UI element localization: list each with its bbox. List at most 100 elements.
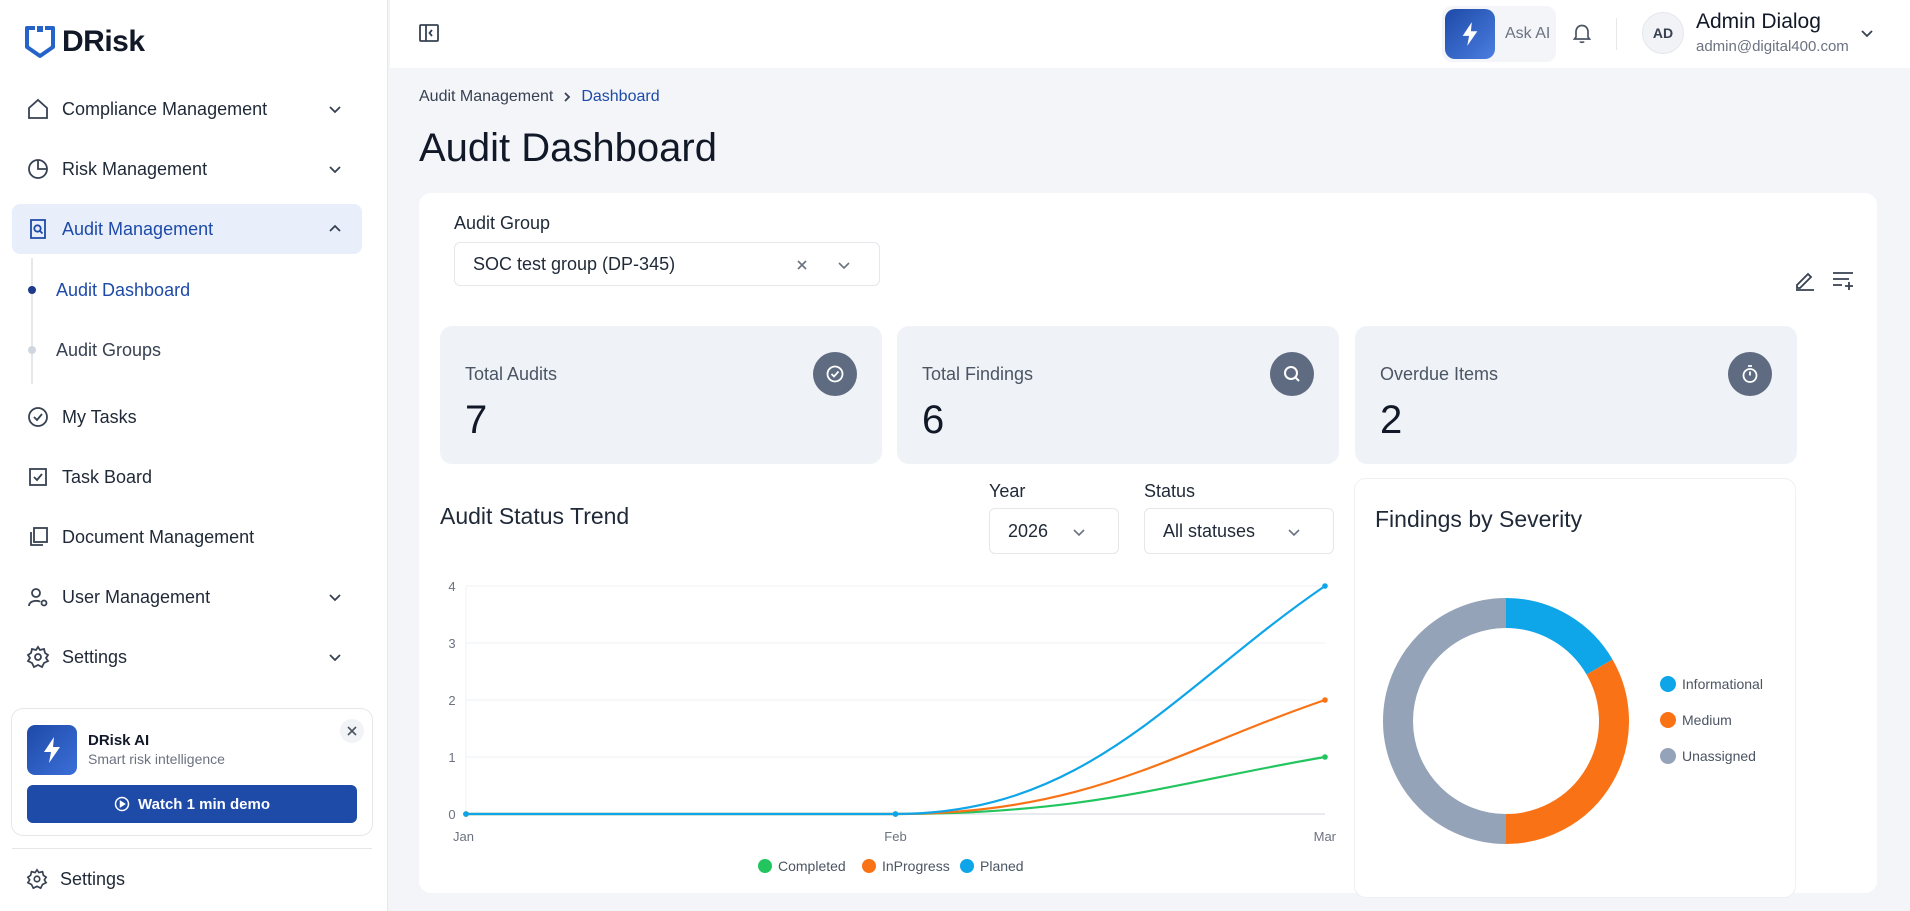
data-point [1322, 697, 1328, 703]
sidebar-item-audit-management[interactable]: Audit Management [12, 204, 362, 254]
gear-icon [26, 868, 48, 890]
y-tick-label: 2 [448, 693, 455, 708]
sidebar-item-settings[interactable]: Settings [12, 632, 362, 682]
legend-dot [1660, 676, 1676, 692]
breadcrumb: Audit Management Dashboard [419, 88, 660, 106]
stopwatch-icon [1728, 352, 1772, 396]
bottom-settings-label: Settings [60, 868, 126, 889]
page-title: Audit Dashboard [419, 126, 717, 170]
legend-item-medium[interactable]: Medium [1660, 712, 1732, 728]
chevron-down-icon [1288, 529, 1300, 537]
audit-subnav: Audit Dashboard Audit Groups [12, 258, 362, 384]
sidebar-item-risk-management[interactable]: Risk Management [12, 144, 362, 194]
audit-group-value: SOC test group (DP-345) [473, 253, 676, 274]
chevron-down-icon [329, 654, 341, 662]
inactive-dot [28, 346, 36, 354]
stat-label: Total Findings [922, 364, 1034, 384]
breadcrumb-parent-link[interactable]: Audit Management [419, 88, 554, 105]
user-name[interactable]: Admin Dialog [1696, 10, 1821, 33]
data-point [892, 811, 899, 817]
sidebar-item-label: Audit Management [62, 218, 214, 239]
legend-item-planed[interactable]: Planed [960, 858, 1024, 874]
pie-chart-icon [26, 157, 50, 181]
slice-informational[interactable] [1505, 598, 1613, 675]
slice-unassigned[interactable] [1383, 598, 1507, 844]
chevron-down-icon[interactable] [1858, 24, 1876, 42]
y-tick-label: 4 [448, 579, 455, 594]
sidebar-bottom-settings[interactable]: Settings [26, 868, 125, 890]
sidebar-item-label: Risk Management [62, 158, 208, 179]
year-select[interactable]: 2026 [989, 508, 1119, 554]
sidebar-nav: Compliance Management Risk Management Au… [12, 84, 362, 692]
checkbox-icon [26, 465, 50, 489]
sidebar-item-document-management[interactable]: Document Management [12, 512, 362, 562]
chevron-down-icon [329, 594, 341, 602]
sidebar-item-label: User Management [62, 586, 211, 607]
audit-group-label: Audit Group [454, 213, 551, 233]
app-logo[interactable]: DRisk [24, 24, 145, 60]
sidebar-item-my-tasks[interactable]: My Tasks [12, 392, 362, 442]
sidebar-collapse-icon[interactable] [418, 22, 440, 44]
findings-by-severity-card: Findings by Severity [1354, 478, 1796, 898]
watch-demo-button[interactable]: Watch 1 min demo [27, 785, 357, 823]
y-tick-label: 0 [448, 807, 455, 822]
filter-add-icon[interactable] [1831, 268, 1855, 292]
legend-item-completed[interactable]: Completed [758, 858, 846, 874]
severity-chart-title: Findings by Severity [1375, 506, 1583, 532]
year-filter-label: Year [989, 481, 1026, 501]
ask-ai-label: Ask AI [1505, 25, 1551, 42]
legend-label: Planed [980, 858, 1024, 874]
stat-label: Total Audits [465, 364, 558, 384]
edit-icon[interactable] [1793, 268, 1817, 292]
legend-label: Completed [778, 858, 846, 874]
legend-dot [1660, 748, 1676, 764]
status-select[interactable]: All statuses [1144, 508, 1334, 554]
audit-search-icon [26, 217, 50, 241]
legend-label: Unassigned [1682, 748, 1756, 764]
sidebar-item-audit-groups[interactable]: Audit Groups [26, 330, 161, 370]
check-circle-icon [26, 405, 50, 429]
chevron-down-icon [329, 106, 341, 114]
ai-card-title: DRisk AI [88, 732, 150, 749]
y-tick-label: 1 [448, 750, 455, 765]
sidebar-item-label: Document Management [62, 526, 255, 547]
legend-item-inprogress[interactable]: InProgress [862, 858, 950, 874]
series-line-completed [466, 755, 1326, 816]
stat-value: 2 [1380, 398, 1403, 442]
bell-icon[interactable] [1570, 21, 1594, 45]
sidebar-subitem-label: Audit Dashboard [56, 279, 191, 300]
y-tick-label: 3 [448, 636, 455, 651]
x-tick-label: Mar [1314, 829, 1337, 844]
lightning-icon [27, 725, 77, 775]
sidebar: DRisk Compliance Management Risk Managem… [0, 0, 388, 911]
findings-by-severity-chart [1383, 598, 1629, 844]
sidebar-item-label: Task Board [62, 466, 153, 487]
legend-item-informational[interactable]: Informational [1660, 676, 1763, 692]
legend-item-unassigned[interactable]: Unassigned [1660, 748, 1756, 764]
close-icon[interactable] [340, 719, 364, 743]
data-point [1322, 754, 1328, 760]
audit-group-select[interactable]: SOC test group (DP-345) [454, 242, 880, 286]
legend-dot [960, 859, 974, 873]
legend-label: InProgress [882, 858, 950, 874]
sidebar-item-user-management[interactable]: User Management [12, 572, 362, 622]
sidebar-item-audit-dashboard[interactable]: Audit Dashboard [26, 270, 190, 310]
sidebar-item-compliance-management[interactable]: Compliance Management [12, 84, 362, 134]
slice-medium[interactable] [1505, 659, 1629, 844]
user-gear-icon [26, 585, 50, 609]
clear-icon[interactable] [793, 256, 811, 274]
data-point [1322, 583, 1328, 589]
active-dot [28, 286, 36, 294]
chevron-up-icon [329, 224, 341, 232]
sidebar-item-label: Compliance Management [62, 98, 268, 119]
status-value: All statuses [1163, 520, 1256, 541]
search-icon [1270, 352, 1314, 396]
avatar[interactable]: AD [1642, 12, 1684, 54]
status-filter-label: Status [1144, 481, 1196, 501]
ask-ai-button[interactable]: Ask AI [1442, 6, 1556, 62]
documents-icon [26, 525, 50, 549]
sidebar-subitem-label: Audit Groups [56, 339, 162, 360]
chevron-down-icon [329, 166, 341, 174]
chevron-down-icon [1073, 529, 1085, 537]
sidebar-item-task-board[interactable]: Task Board [12, 452, 362, 502]
